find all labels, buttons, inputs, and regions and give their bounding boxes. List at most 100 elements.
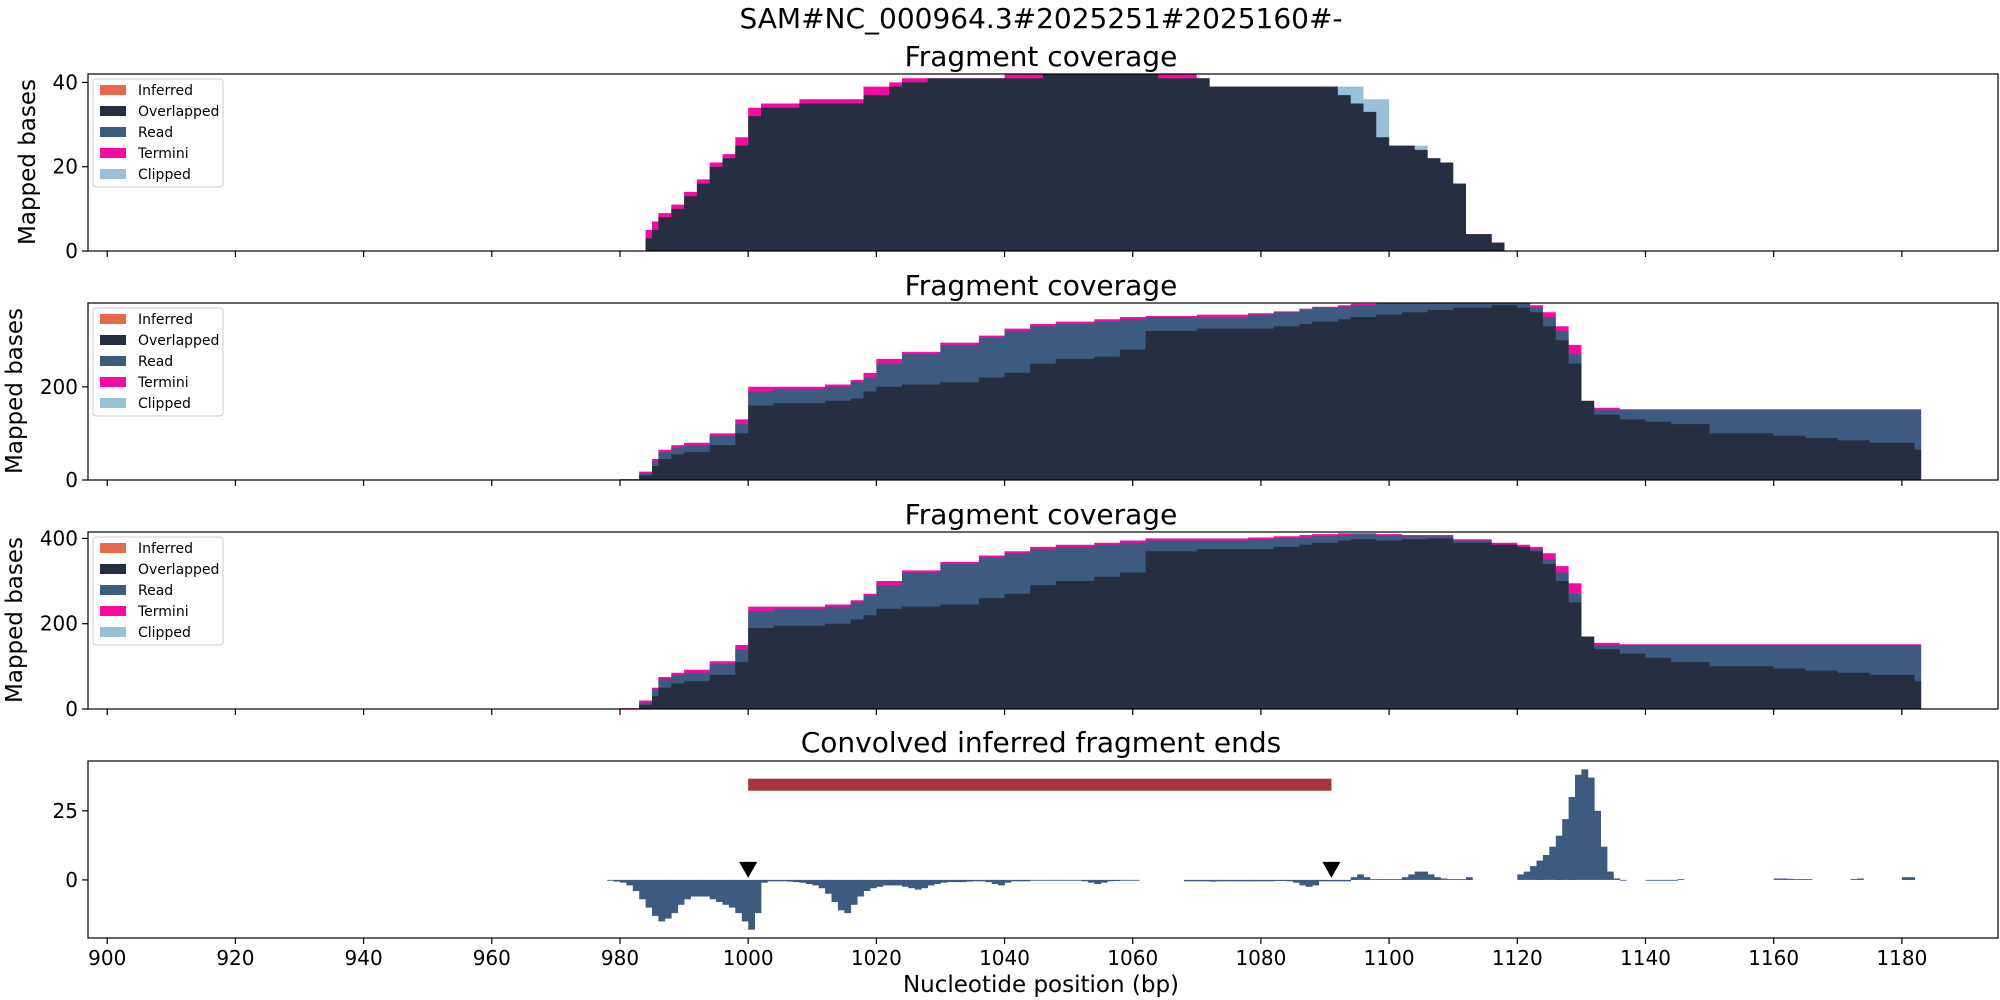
legend-label-clipped: Clipped [138,396,191,412]
signal-bar [1459,879,1467,880]
x-tick-label: 940 [345,946,383,970]
signal-bar [1216,879,1223,882]
signal-bar [1235,879,1243,882]
plot-area-2 [620,303,1922,480]
signal-bar [1196,879,1204,882]
legend-1: Inferred Overlapped Read Termini Clipped [92,78,224,188]
signal-bar [1222,879,1230,882]
legend-label-overlapped: Overlapped [138,333,219,349]
signal-bar [786,879,794,882]
legend-label-termini: Termini [137,604,189,620]
signal-bar [722,879,730,905]
signal-bar [754,879,762,914]
legend-swatch-read [100,356,126,366]
signal-bar [825,879,832,894]
signal-bar [927,879,935,886]
signal-bar [1427,874,1435,880]
x-tick-label: 1080 [1235,946,1286,970]
signal-bar [1254,879,1262,882]
signal-bar [1248,879,1255,882]
legend-3: Inferred Overlapped Read Termini Clipped [92,536,224,646]
signal-bar [1043,879,1050,881]
signal-bar [1203,879,1210,882]
signal-bar [716,879,723,902]
signal-bar [671,879,679,914]
series-overlapped-area [645,74,1511,251]
x-tick-label: 1140 [1620,946,1671,970]
signal-bar [1542,855,1550,880]
signal-bar [1126,879,1134,881]
legend-swatch-clipped [100,169,126,179]
plot-area-1 [645,74,1511,251]
signal-bar [1389,879,1396,880]
x-tick-label: 1160 [1748,946,1799,970]
signal-bar [972,879,980,882]
signal-bar [1645,879,1653,881]
signal-bar [889,879,896,886]
signal-bar [1575,774,1582,880]
x-tick-label: 980 [601,946,639,970]
x-tick-label: 920 [216,946,254,970]
y-tick-label: 0 [65,239,78,263]
signal-bar [1100,879,1108,883]
signal-bar [1671,879,1678,881]
signal-bar [1312,879,1319,886]
legend-swatch-overlapped [100,335,126,345]
signal-bar [914,879,922,890]
legend-label-clipped: Clipped [138,625,191,641]
axes-frame-4 [87,760,1999,939]
signal-bar [1055,879,1063,881]
signal-bar [1190,879,1198,882]
signal-bar [1023,879,1031,882]
series-overlapped-area [620,305,1922,480]
x-tick-label: 1040 [979,946,1030,970]
signal-bar [1799,879,1807,880]
x-axis-label: Nucleotide position (bp) [903,972,1179,998]
signal-bar [1523,871,1531,880]
panel-4: Convolved inferred fragment ends Nucleot… [53,726,1999,998]
signal-bar [709,879,717,900]
signal-bar [1107,879,1114,882]
signal-bar [1780,878,1787,880]
signal-bar [1094,879,1102,884]
signal-bar [831,879,839,902]
signal-bar [1280,879,1287,881]
signal-bar [1530,866,1537,880]
signal-bar [1075,879,1082,881]
figure-suptitle: SAM#NC_000964.3#2025251#2025160#- [739,2,1342,35]
signal-bar [652,879,659,916]
signal-bar [940,879,948,883]
signal-bar [696,879,704,897]
signal-bar [1434,877,1441,880]
signal-bar [908,879,916,889]
signal-bar [1382,879,1390,880]
signal-bar [1030,879,1037,881]
signal-bar [953,879,961,883]
x-tick-label: 1100 [1364,946,1415,970]
signal-bar [1677,879,1685,880]
signal-bar [1414,871,1422,880]
signal-bar [741,879,749,922]
signal-bar [793,879,800,883]
signal-bar [1293,879,1300,883]
signal-bar [1331,879,1339,882]
signal-bar [767,879,775,882]
y-tick-label: 400 [40,526,78,550]
y-tick-label: 20 [53,155,78,179]
legend-label-termini: Termini [137,375,189,391]
signal-bar [773,879,781,882]
signal-bar [1421,871,1428,880]
y-tick-label: 0 [65,468,78,492]
signal-bar [1901,877,1909,880]
signal-bar [1132,879,1140,881]
signal-bar [812,879,820,886]
signal-bar [1440,878,1448,880]
axes-frame-1 [87,73,1999,252]
y-tick-label: 0 [65,697,78,721]
signal-bar [1325,879,1332,882]
signal-bar [1017,879,1025,882]
signal-bar [1318,879,1326,882]
signal-bar [1273,879,1281,881]
x-tick-label: 1180 [1876,946,1927,970]
signal-bar [1395,879,1403,880]
